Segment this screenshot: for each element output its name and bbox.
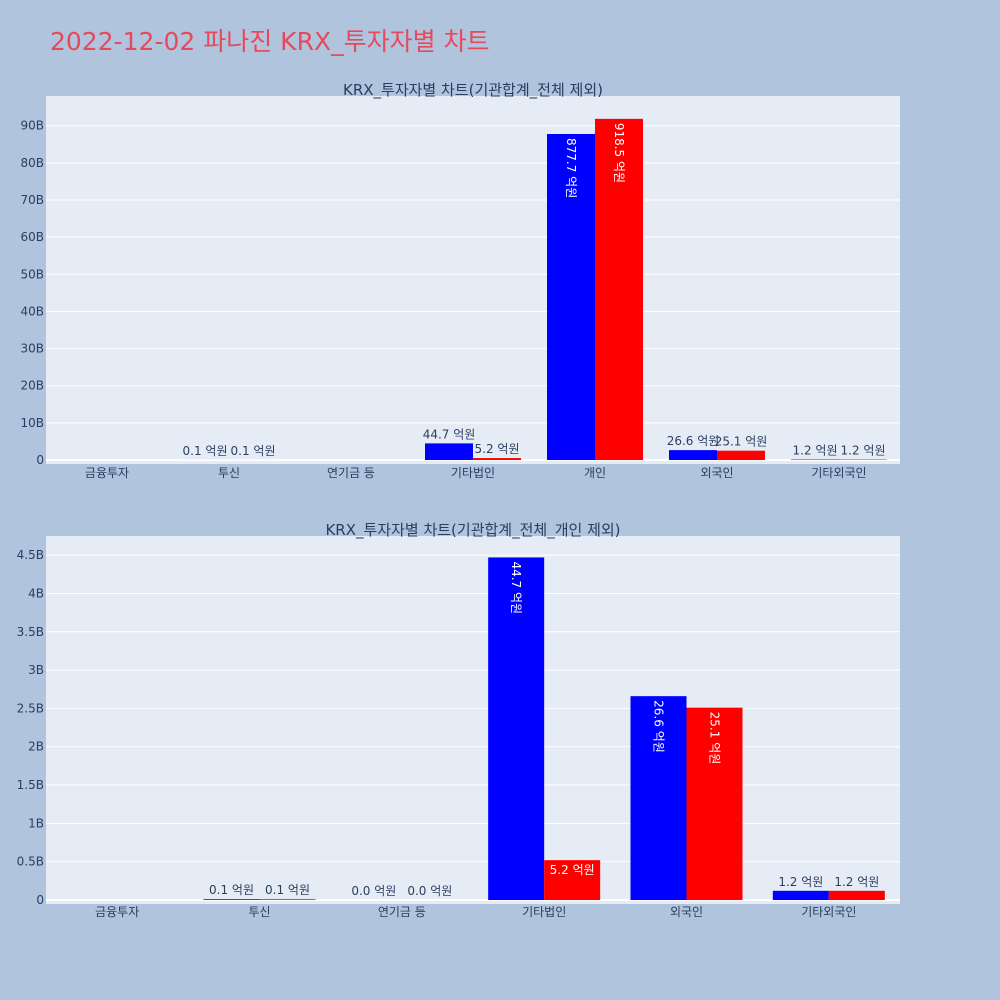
bar-label: 1.2 억원: [834, 875, 879, 889]
y-tick-label: 3B: [28, 663, 44, 677]
y-tick-label: 50B: [20, 267, 44, 281]
x-tick-label: 기타법인: [451, 466, 495, 480]
bar-label: 26.6 억원: [652, 700, 666, 753]
bar-label: 1.2 억원: [793, 444, 838, 458]
bar-label: 25.1 억원: [715, 435, 768, 449]
y-tick-label: 3.5B: [17, 625, 44, 639]
buy-bar: [547, 133, 595, 461]
sell-bar: [595, 118, 643, 460]
y-tick-label: 30B: [20, 342, 44, 356]
sell-bar: [828, 890, 885, 900]
y-tick-label: 0: [36, 893, 44, 907]
bar-label: 44.7 억원: [509, 561, 523, 614]
bar-label: 0.1 억원: [209, 883, 254, 897]
bar-label: 5.2 억원: [550, 863, 595, 877]
y-tick-label: 40B: [20, 304, 44, 318]
bar-label: 26.6 억원: [667, 434, 720, 448]
y-tick-label: 80B: [20, 156, 44, 170]
bar-label: 0.1 억원: [231, 444, 276, 458]
y-tick-label: 4.5B: [17, 548, 44, 562]
x-tick-label: 연기금 등: [378, 905, 426, 919]
plot-area: [46, 536, 900, 904]
y-tick-label: 10B: [20, 416, 44, 430]
chart-2: 0 0.5B 1B 1.5B 2B 2.5B 3B 3.5B 4B 4.5B KRX_투자자별 차트…: [17, 521, 900, 919]
x-tick-label: 기타외국인: [811, 466, 866, 480]
x-tick-label: 외국인: [670, 905, 703, 919]
y-tick-label: 0.5B: [17, 855, 44, 869]
buy-bar: [203, 899, 260, 900]
bar-label: 0.1 억원: [265, 883, 310, 897]
y-tick-label: 1.5B: [17, 778, 44, 792]
buy-bar: [425, 443, 473, 460]
y-tick-label: 2B: [28, 740, 44, 754]
bar-label: 0.1 억원: [183, 444, 228, 458]
buy-bar: [488, 557, 545, 900]
y-tick-label: 20B: [20, 379, 44, 393]
y-tick-label: 60B: [20, 230, 44, 244]
bar-label: 1.2 억원: [841, 444, 886, 458]
bar-label: 877.7 억원: [564, 138, 578, 198]
bar-label: 0.0 억원: [351, 884, 396, 898]
x-tick-label: 금융투자: [85, 466, 129, 480]
x-tick-label: 개인: [584, 466, 606, 480]
x-tick-label: 투신: [248, 905, 270, 919]
x-tick-label: 금융투자: [95, 905, 139, 919]
y-tick-label: 2.5B: [17, 701, 44, 715]
plot-area: [46, 96, 900, 464]
y-tick-label: 70B: [20, 193, 44, 207]
y-tick-label: 90B: [20, 119, 44, 133]
y-tick-label: 4B: [28, 586, 44, 600]
bar-label: 44.7 억원: [423, 427, 476, 441]
sell-bar: [473, 458, 521, 460]
bar-label: 1.2 억원: [778, 875, 823, 889]
sell-bar: [544, 860, 601, 900]
sell-bar: [686, 707, 743, 900]
x-tick-label: 연기금 등: [327, 466, 375, 480]
bar-label: 5.2 억원: [475, 442, 520, 456]
page-title: 2022-12-02 파나진 KRX_투자자별 차트: [50, 27, 490, 56]
chart-1: 0 10B 20B 30B 40B 50B 60B 70B 80B 90B KRX_투자자별 차트(…: [20, 81, 900, 480]
x-tick-label: 투신: [218, 466, 240, 480]
y-tick-label: 0: [36, 453, 44, 467]
bar-label: 918.5 억원: [612, 123, 626, 183]
buy-bar: [630, 696, 687, 900]
sell-bar: [717, 450, 765, 460]
sell-bar: [259, 899, 316, 900]
bar-label: 25.1 억원: [708, 712, 722, 765]
x-tick-label: 기타외국인: [801, 905, 856, 919]
x-tick-label: 외국인: [700, 466, 733, 480]
y-tick-label: 1B: [28, 816, 44, 830]
x-tick-label: 기타법인: [522, 905, 566, 919]
bar-label: 0.0 억원: [407, 884, 452, 898]
chart-title: KRX_투자자별 차트(기관합계_전체_개인 제외): [325, 521, 620, 540]
buy-bar: [772, 890, 829, 900]
buy-bar: [669, 450, 717, 460]
chart-title: KRX_투자자별 차트(기관합계_전체 제외): [343, 81, 603, 100]
